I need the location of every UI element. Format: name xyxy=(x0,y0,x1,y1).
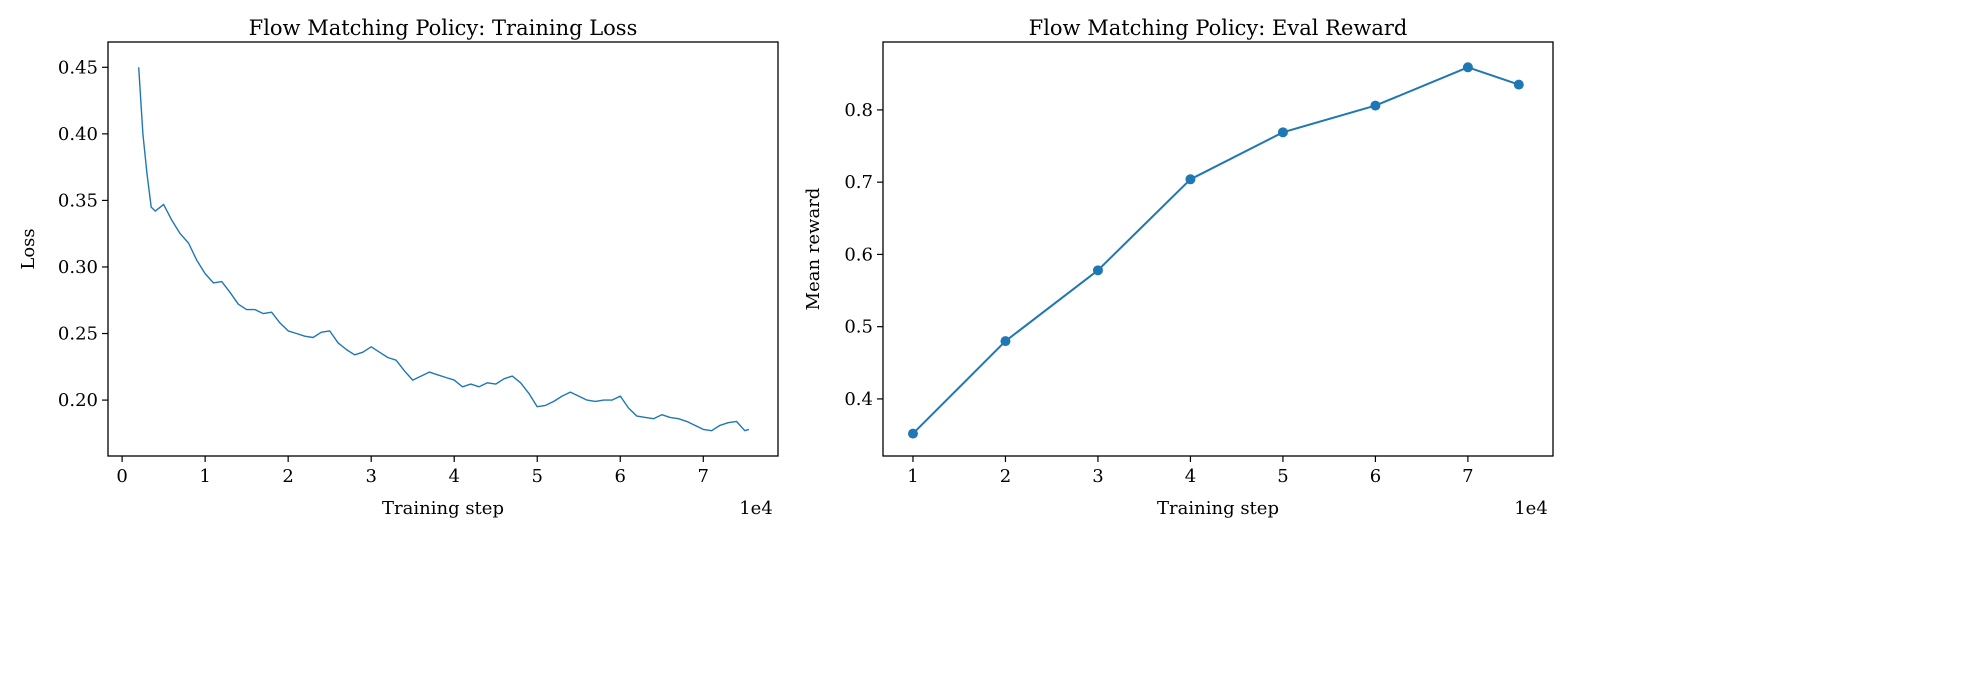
x-tick-label: 7 xyxy=(1462,466,1473,487)
data-point xyxy=(1370,100,1381,111)
loss-title: Flow Matching Policy: Training Loss xyxy=(249,16,638,40)
series-line xyxy=(138,67,750,432)
y-tick-label: 0.25 xyxy=(58,324,98,345)
y-tick-label: 0.6 xyxy=(844,244,873,265)
x-tick-label: 3 xyxy=(1092,466,1103,487)
loss-ylabel: Loss xyxy=(18,228,39,269)
y-tick-label: 0.5 xyxy=(844,317,873,338)
data-point xyxy=(907,428,918,439)
x-tick-label: 1 xyxy=(199,466,210,487)
y-tick-label: 0.45 xyxy=(58,57,98,78)
data-point xyxy=(1513,79,1524,90)
y-tick-label: 0.8 xyxy=(844,100,873,121)
x-tick-label: 3 xyxy=(365,466,376,487)
data-point xyxy=(1462,62,1473,73)
x-tick-label: 1 xyxy=(907,466,918,487)
reward-xlabel: Training step xyxy=(1157,498,1279,519)
x-tick-label: 2 xyxy=(1000,466,1011,487)
x-tick-label: 7 xyxy=(698,466,709,487)
x-tick-label: 5 xyxy=(532,466,543,487)
axes-frame xyxy=(107,41,779,457)
y-tick-label: 0.35 xyxy=(58,190,98,211)
training-loss-panel: Flow Matching Policy: Training Loss Trai… xyxy=(18,16,779,519)
x-tick-label: 0 xyxy=(116,466,127,487)
data-point xyxy=(1000,336,1011,347)
series-line xyxy=(912,66,1520,435)
data-point xyxy=(1185,174,1196,185)
eval-reward-panel: Flow Matching Policy: Eval Reward Traini… xyxy=(803,16,1554,519)
x-tick-label: 6 xyxy=(1370,466,1381,487)
y-tick-label: 0.7 xyxy=(844,172,873,193)
axes-frame xyxy=(882,41,1554,457)
y-tick-label: 0.20 xyxy=(58,390,98,411)
x-tick-label: 4 xyxy=(1185,466,1196,487)
reward-x-offset: 1e4 xyxy=(1514,498,1548,519)
x-tick-label: 4 xyxy=(448,466,459,487)
data-point xyxy=(1277,127,1288,138)
x-tick-label: 6 xyxy=(615,466,626,487)
reward-ylabel: Mean reward xyxy=(803,188,824,311)
y-tick-label: 0.40 xyxy=(58,124,98,145)
loss-xlabel: Training step xyxy=(382,498,504,519)
data-point xyxy=(1092,265,1103,276)
y-tick-label: 0.4 xyxy=(844,389,873,410)
loss-x-offset: 1e4 xyxy=(739,498,773,519)
reward-title: Flow Matching Policy: Eval Reward xyxy=(1029,16,1408,40)
x-tick-label: 2 xyxy=(282,466,293,487)
y-tick-label: 0.30 xyxy=(58,257,98,278)
x-tick-label: 5 xyxy=(1277,466,1288,487)
